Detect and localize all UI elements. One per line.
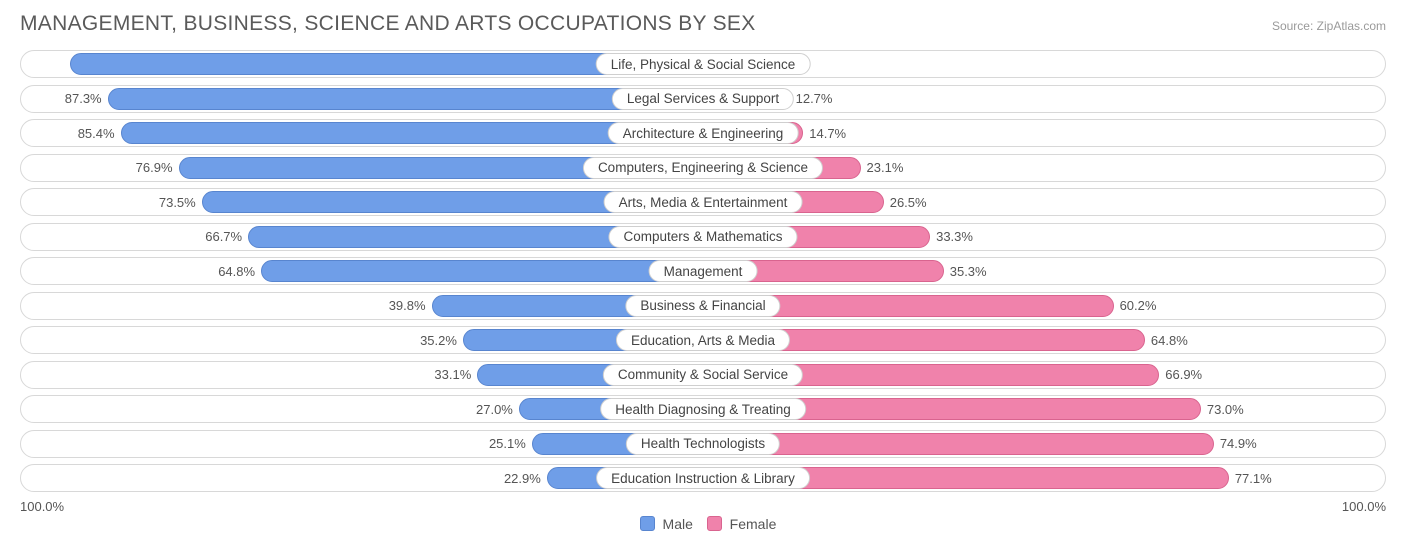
category-label: Health Technologists bbox=[626, 433, 780, 455]
category-label: Business & Financial bbox=[625, 295, 780, 317]
category-label: Architecture & Engineering bbox=[608, 122, 799, 144]
chart-title: MANAGEMENT, BUSINESS, SCIENCE AND ARTS O… bbox=[20, 12, 756, 36]
category-label: Computers & Mathematics bbox=[608, 226, 797, 248]
category-label: Computers, Engineering & Science bbox=[583, 157, 823, 179]
male-percent-label: 33.1% bbox=[434, 362, 471, 388]
female-percent-label: 12.7% bbox=[796, 86, 833, 112]
female-percent-label: 23.1% bbox=[867, 155, 904, 181]
bar-row: 25.1% 74.9% Health Technologists bbox=[20, 430, 1386, 458]
female-percent-label: 60.2% bbox=[1120, 293, 1157, 319]
category-label: Health Diagnosing & Treating bbox=[600, 398, 806, 420]
source-attribution: Source: ZipAtlas.com bbox=[1272, 19, 1386, 33]
category-label: Management bbox=[649, 260, 758, 282]
bar-row: 92.8%7.2%Life, Physical & Social Science bbox=[20, 50, 1386, 78]
male-percent-label: 92.8% bbox=[27, 51, 64, 77]
legend-label-male: Male bbox=[663, 516, 693, 532]
bar-row: 87.3% 12.7%Legal Services & Support bbox=[20, 85, 1386, 113]
category-label: Community & Social Service bbox=[603, 364, 803, 386]
male-percent-label: 25.1% bbox=[489, 431, 526, 457]
legend-swatch-male bbox=[640, 516, 655, 531]
axis-right-label: 100.0% bbox=[1342, 499, 1386, 514]
male-percent-label: 64.8% bbox=[218, 258, 255, 284]
legend: Male Female bbox=[20, 516, 1386, 532]
male-percent-label: 35.2% bbox=[420, 327, 457, 353]
female-percent-label: 74.9% bbox=[1220, 431, 1257, 457]
male-percent-label: 66.7% bbox=[205, 224, 242, 250]
bar-row: 33.1% 66.9% Community & Social Service bbox=[20, 361, 1386, 389]
female-percent-label: 33.3% bbox=[936, 224, 973, 250]
female-percent-label: 35.3% bbox=[950, 258, 987, 284]
male-percent-label: 73.5% bbox=[159, 189, 196, 215]
legend-label-female: Female bbox=[730, 516, 777, 532]
category-label: Arts, Media & Entertainment bbox=[604, 191, 803, 213]
bar-row: 35.2% 64.8% Education, Arts & Media bbox=[20, 326, 1386, 354]
bar-row: 85.4% 14.7% Architecture & Engineering bbox=[20, 119, 1386, 147]
bar-row: 22.9% 77.1% Education Instruction & Librar… bbox=[20, 464, 1386, 492]
female-percent-label: 64.8% bbox=[1151, 327, 1188, 353]
female-percent-label: 77.1% bbox=[1235, 465, 1272, 491]
bar-row: 64.8% 35.3% Management bbox=[20, 257, 1386, 285]
female-percent-label: 73.0% bbox=[1207, 396, 1244, 422]
bar-row: 76.9% 23.1% Computers, Engineering & Scien… bbox=[20, 154, 1386, 182]
category-label: Life, Physical & Social Science bbox=[596, 53, 811, 75]
female-percent-label: 26.5% bbox=[890, 189, 927, 215]
male-percent-label: 22.9% bbox=[504, 465, 541, 491]
category-label: Education Instruction & Library bbox=[596, 467, 810, 489]
female-percent-label: 14.7% bbox=[809, 120, 846, 146]
bar-row: 73.5% 26.5% Arts, Media & Entertainment bbox=[20, 188, 1386, 216]
male-percent-label: 27.0% bbox=[476, 396, 513, 422]
male-percent-label: 87.3% bbox=[65, 86, 102, 112]
bar-row: 27.0% 73.0% Health Diagnosing & Treating bbox=[20, 395, 1386, 423]
diverging-bar-chart: 92.8%7.2%Life, Physical & Social Science… bbox=[20, 50, 1386, 492]
male-bar bbox=[261, 260, 703, 282]
category-label: Legal Services & Support bbox=[612, 88, 794, 110]
female-percent-label: 66.9% bbox=[1165, 362, 1202, 388]
header: MANAGEMENT, BUSINESS, SCIENCE AND ARTS O… bbox=[20, 12, 1386, 36]
bar-row: 39.8% 60.2% Business & Financial bbox=[20, 292, 1386, 320]
male-percent-label: 85.4% bbox=[78, 120, 115, 146]
male-percent-label: 76.9% bbox=[136, 155, 173, 181]
category-label: Education, Arts & Media bbox=[616, 329, 790, 351]
bar-row: 66.7% 33.3% Computers & Mathematics bbox=[20, 223, 1386, 251]
axis-labels: 100.0% 100.0% bbox=[20, 499, 1386, 514]
axis-left-label: 100.0% bbox=[20, 499, 64, 514]
male-percent-label: 39.8% bbox=[389, 293, 426, 319]
legend-swatch-female bbox=[707, 516, 722, 531]
